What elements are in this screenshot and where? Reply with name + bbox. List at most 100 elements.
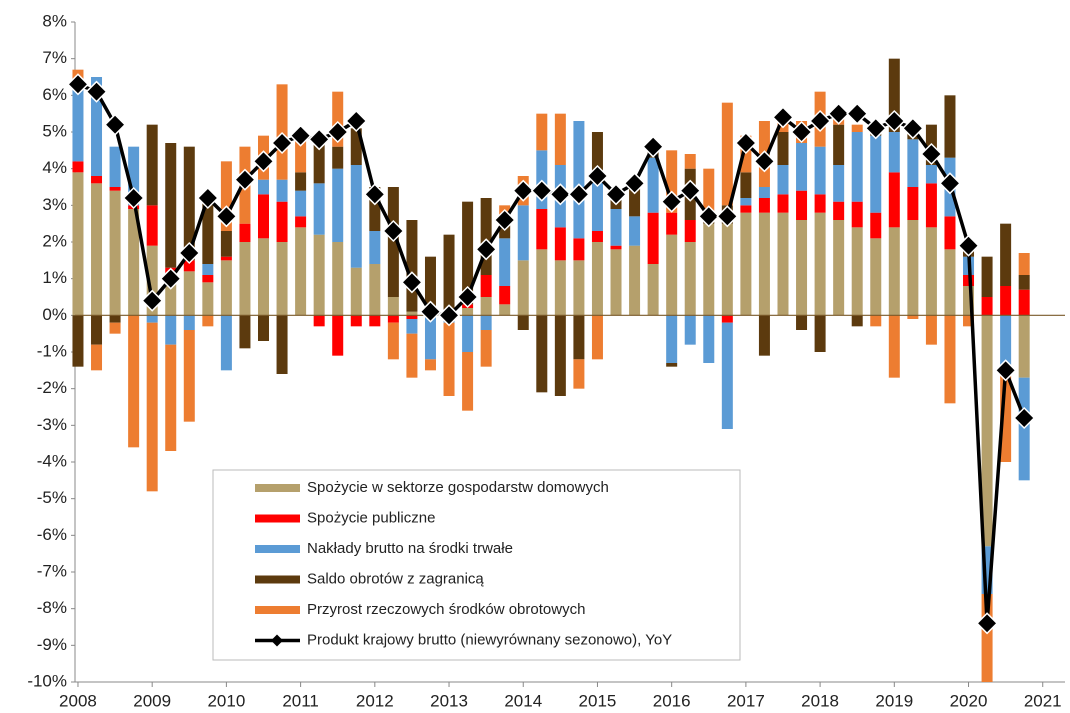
bar-segment (554, 113, 566, 165)
bar-segment (870, 135, 882, 213)
bar-segment (72, 315, 84, 367)
bar-segment (480, 198, 492, 275)
bar-segment (332, 168, 344, 242)
bar-segment (480, 297, 492, 316)
bar-segment (220, 256, 232, 261)
line-point (994, 359, 1017, 382)
line-point (400, 271, 423, 294)
bar-segment (91, 183, 103, 316)
bar-segment (851, 315, 863, 327)
bar-segment (591, 132, 603, 173)
line-point (122, 186, 145, 210)
bar-segment (666, 363, 678, 367)
line-point (66, 73, 90, 96)
bar-segment (758, 187, 770, 198)
y-tick-label: 4% (42, 158, 67, 177)
bar-segment (369, 231, 381, 264)
bar-segment (796, 220, 808, 316)
y-tick-label: 6% (42, 85, 67, 104)
bar-segment (1000, 223, 1012, 286)
bar-segment (462, 315, 474, 352)
bar-segment (1018, 253, 1030, 275)
bar-segment (387, 315, 399, 323)
line-point (178, 241, 201, 265)
bar-segment (1018, 315, 1030, 378)
bar-segment (870, 238, 882, 316)
bar-segment (981, 297, 993, 316)
bar-segment (109, 146, 121, 187)
bar-segment (666, 315, 678, 363)
bar-segment (721, 102, 733, 206)
legend-label: Produkt krajowy brutto (niewyrównany sez… (307, 631, 672, 648)
bar-segment (851, 201, 863, 228)
bar-segment (721, 315, 733, 323)
line-point (604, 183, 628, 206)
line-point (957, 234, 980, 257)
line-point (104, 113, 127, 136)
bar-segment (536, 209, 548, 250)
x-tick-label: 2018 (801, 691, 839, 710)
legend-swatch (271, 634, 283, 647)
bar-segment (610, 249, 622, 316)
bar-segment (424, 315, 436, 360)
legend-label: Spożycie publiczne (307, 509, 435, 526)
bar-segment (146, 315, 158, 323)
bar-segment (629, 183, 641, 217)
bar-segment (666, 150, 678, 213)
bar-segment (369, 187, 381, 231)
bar-segment (573, 359, 585, 389)
line-point (734, 131, 757, 155)
legend-swatch (255, 484, 300, 492)
line-point (493, 208, 516, 232)
bar-segment (146, 205, 158, 246)
x-tick-label: 2009 (133, 691, 171, 710)
bar-segment (239, 315, 251, 349)
bar-segment (554, 260, 566, 316)
x-tick-label: 2014 (504, 691, 542, 710)
bar-segment (313, 183, 325, 235)
y-tick-label: 7% (42, 48, 67, 67)
bar-segment (109, 322, 121, 334)
bar-segment (462, 201, 474, 305)
bar-segment (610, 209, 622, 246)
bar-segment (480, 275, 492, 297)
bar-segment (573, 260, 585, 316)
bar-segment (295, 216, 307, 228)
bar-segment (165, 344, 177, 451)
line-point (586, 164, 609, 188)
bar-segment (165, 315, 177, 345)
y-tick-label: -6% (37, 525, 67, 544)
bar-segment (369, 264, 381, 316)
bar-segment (109, 190, 121, 316)
bar-segment (888, 315, 900, 378)
x-tick-label: 2011 (282, 691, 319, 710)
bar-segment (128, 315, 140, 448)
bar-segment (202, 198, 214, 264)
bar-segment (888, 58, 900, 132)
bar-segment (517, 205, 529, 261)
bar-segment (276, 179, 288, 202)
bar-segment (591, 315, 603, 360)
y-tick-label: -7% (37, 561, 67, 580)
bar-segment (684, 154, 696, 169)
bar-segment (740, 205, 752, 213)
bar-segment (777, 212, 789, 316)
bar-segment (610, 245, 622, 250)
bar-segment (72, 88, 84, 162)
line-point (697, 205, 720, 228)
bar-segment (128, 209, 140, 316)
legend-swatch (255, 545, 300, 553)
bar-segment (183, 146, 195, 261)
bar-segment (332, 91, 344, 147)
bar-segment (1018, 289, 1030, 316)
line-point (827, 102, 850, 125)
bar-segment (109, 315, 121, 323)
line-point (141, 289, 164, 312)
bar-segment (721, 322, 733, 429)
line-point (549, 183, 572, 206)
bar-segment (220, 161, 232, 231)
y-tick-label: 0% (42, 305, 67, 324)
bar-segment (684, 242, 696, 316)
bar-segment (925, 183, 937, 228)
bar-segment (740, 212, 752, 316)
